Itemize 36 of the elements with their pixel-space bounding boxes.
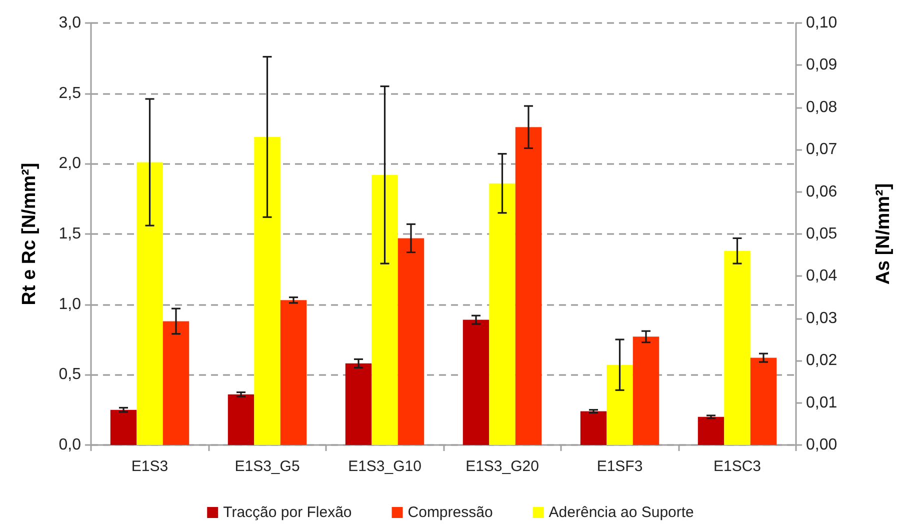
y2-tick-label: 0,00 bbox=[806, 436, 838, 454]
y-tick-label: 0,5 bbox=[58, 366, 82, 384]
legend-label: Compressão bbox=[408, 504, 493, 521]
y-tick-label: 1,0 bbox=[58, 296, 82, 313]
x-tick-label: E1S3_G5 bbox=[234, 458, 300, 475]
x-tick-label: E1S3_G20 bbox=[466, 458, 539, 475]
y2-tick-label: 0,02 bbox=[806, 352, 838, 370]
y-axis-title: Rt e Rc [N/mm²] bbox=[19, 162, 40, 306]
x-tick-label: E1S3_G10 bbox=[348, 458, 422, 475]
bar bbox=[724, 250, 750, 445]
y-tick-label: 2,5 bbox=[58, 84, 82, 102]
y2-tick-label: 0,01 bbox=[806, 394, 838, 412]
y-tick-label: 0,0 bbox=[58, 436, 82, 454]
legend-label: Tracção por Flexão bbox=[223, 504, 352, 521]
x-tick-label: E1S3 bbox=[131, 458, 168, 475]
y2-tick-label: 0,06 bbox=[806, 183, 838, 200]
bar bbox=[254, 136, 280, 445]
bar bbox=[136, 162, 163, 445]
bar bbox=[698, 416, 724, 445]
y-tick-label: 2,0 bbox=[58, 155, 82, 172]
bar bbox=[228, 394, 254, 445]
y2-tick-label: 0,10 bbox=[806, 14, 838, 32]
legend-label: Aderência ao Suporte bbox=[548, 504, 694, 521]
y2-tick-label: 0,09 bbox=[806, 56, 838, 74]
y2-tick-label: 0,08 bbox=[806, 98, 838, 116]
y2-tick-label: 0,05 bbox=[806, 226, 838, 242]
y-tick-label: 3,0 bbox=[58, 14, 82, 32]
x-tick-label: E1SF3 bbox=[596, 458, 643, 475]
y2-tick-label: 0,03 bbox=[806, 310, 838, 327]
x-tick-label: E1SC3 bbox=[713, 458, 762, 475]
bar bbox=[345, 363, 372, 445]
y2-tick-label: 0,04 bbox=[806, 268, 838, 285]
bar bbox=[110, 410, 137, 445]
y-tick-label: 1,5 bbox=[58, 226, 82, 242]
y2-axis-title: As [N/mm²] bbox=[873, 183, 894, 285]
y2-tick-label: 0,07 bbox=[806, 141, 838, 158]
